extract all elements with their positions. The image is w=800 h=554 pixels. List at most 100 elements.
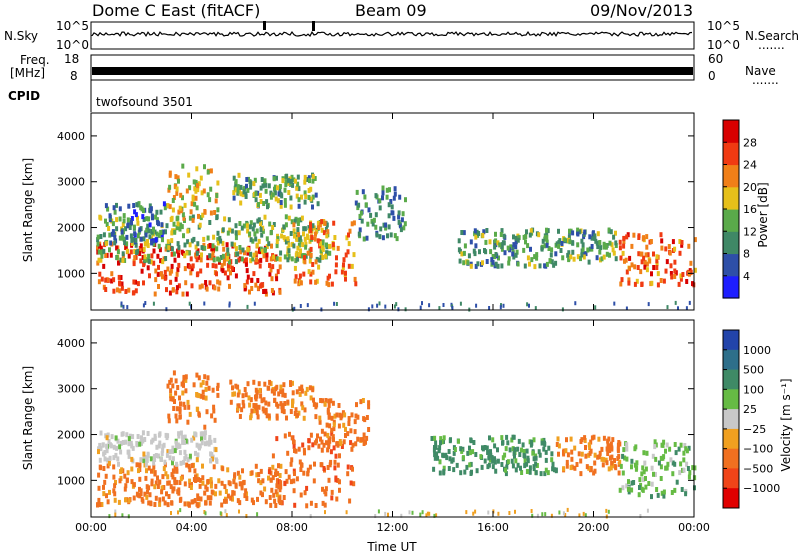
data-cell xyxy=(264,182,268,188)
colorbar-swatch xyxy=(723,253,739,277)
data-cell xyxy=(220,266,224,272)
data-cell xyxy=(367,400,371,406)
data-cell xyxy=(497,255,500,261)
data-cell xyxy=(307,225,311,231)
data-cell xyxy=(625,234,629,240)
data-cell xyxy=(229,399,233,405)
data-cell xyxy=(329,459,333,465)
data-cell xyxy=(551,466,555,472)
data-cell xyxy=(342,439,346,445)
data-cell xyxy=(196,493,200,499)
data-cell xyxy=(560,241,564,246)
data-cell xyxy=(289,195,293,201)
data-cell xyxy=(384,511,387,516)
data-cell xyxy=(311,269,315,275)
data-cell xyxy=(608,240,612,246)
data-cell xyxy=(333,465,337,471)
data-cell xyxy=(110,434,114,440)
data-cell xyxy=(398,194,402,200)
data-cell xyxy=(352,252,356,258)
data-cell xyxy=(195,473,199,479)
data-cell xyxy=(345,235,349,241)
data-cell xyxy=(674,450,678,456)
data-cell xyxy=(195,501,199,507)
data-cell xyxy=(309,246,313,252)
data-cell xyxy=(246,228,250,234)
data-cell xyxy=(169,393,173,399)
data-cell xyxy=(253,177,257,183)
data-cell xyxy=(169,396,173,402)
colorbar-swatch xyxy=(723,186,739,210)
data-cell xyxy=(279,192,283,198)
data-cell xyxy=(328,243,331,249)
data-cell xyxy=(358,213,362,219)
data-cell xyxy=(675,479,679,485)
data-cell xyxy=(112,488,116,494)
data-cell xyxy=(107,226,111,231)
data-cell xyxy=(614,240,618,246)
data-cell xyxy=(630,243,634,249)
data-cell xyxy=(403,221,407,227)
data-cell xyxy=(228,303,231,308)
data-cell xyxy=(146,239,149,244)
data-cell xyxy=(326,432,330,438)
data-cell xyxy=(490,257,494,263)
data-cell xyxy=(225,513,228,518)
power-colorbar-title: Power [dB] xyxy=(756,182,770,247)
data-cell xyxy=(214,491,217,497)
data-cell xyxy=(316,220,320,226)
data-cell xyxy=(605,508,608,513)
data-cell xyxy=(378,301,381,306)
data-cell xyxy=(682,467,686,473)
data-cell xyxy=(178,497,182,503)
data-cell xyxy=(339,415,343,421)
data-cell xyxy=(528,465,532,471)
data-cell xyxy=(301,405,305,411)
data-cell xyxy=(256,190,260,196)
data-cell xyxy=(192,236,196,242)
data-cell xyxy=(157,243,161,249)
data-cell xyxy=(187,404,191,410)
data-cell xyxy=(567,250,571,256)
data-cell xyxy=(219,238,223,244)
data-cell xyxy=(571,230,575,236)
data-cell xyxy=(688,300,691,305)
data-cell xyxy=(303,174,307,180)
data-cell xyxy=(302,447,306,453)
data-cell xyxy=(166,474,170,480)
data-cell xyxy=(226,263,230,269)
data-cell xyxy=(575,462,579,467)
data-cell xyxy=(484,249,488,255)
data-cell xyxy=(176,175,180,181)
data-cell xyxy=(98,502,102,508)
data-cell xyxy=(346,249,350,255)
data-cell xyxy=(379,226,383,232)
data-cell xyxy=(353,276,357,282)
data-cell xyxy=(269,470,273,476)
data-cell xyxy=(166,239,170,245)
data-cell xyxy=(502,240,506,246)
data-cell xyxy=(150,481,154,487)
data-cell xyxy=(645,450,649,456)
data-cell xyxy=(98,464,102,470)
data-cell xyxy=(102,263,106,269)
data-cell xyxy=(336,441,340,447)
nave-label: Nave xyxy=(745,64,776,78)
data-cell xyxy=(608,252,611,258)
data-cell xyxy=(451,306,454,310)
data-cell xyxy=(644,466,648,472)
data-cell xyxy=(657,460,661,466)
colorbar-label: 500 xyxy=(743,364,764,377)
data-cell xyxy=(336,245,340,251)
data-cell xyxy=(362,236,366,242)
data-cell xyxy=(130,456,134,462)
data-cell xyxy=(254,282,258,288)
data-cell xyxy=(203,164,206,170)
data-cell xyxy=(623,258,626,264)
data-cell xyxy=(299,304,302,308)
data-cell xyxy=(338,479,341,485)
data-cell xyxy=(640,281,644,287)
data-cell xyxy=(302,226,306,232)
data-cell xyxy=(435,451,439,457)
data-cell xyxy=(356,414,360,420)
